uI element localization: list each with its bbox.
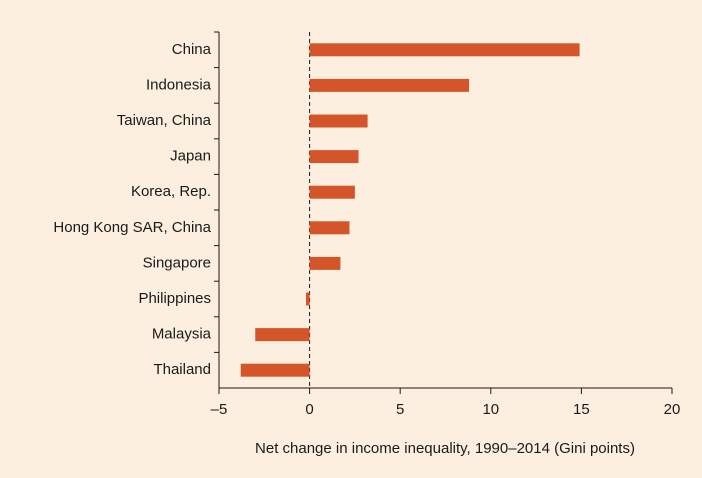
x-tick-label: 10 [482, 401, 499, 418]
y-tick-label: Korea, Rep. [131, 183, 211, 200]
y-tick-label: Thailand [153, 361, 211, 378]
bar [309, 221, 350, 235]
bar [309, 114, 368, 128]
y-tick-label: Taiwan, China [117, 112, 212, 129]
x-axis-label: Net change in income inequality, 1990–20… [255, 440, 635, 457]
x-tick-label: 0 [305, 401, 313, 418]
bar [305, 292, 310, 306]
y-tick-label: Indonesia [146, 76, 212, 93]
x-tick-label: –5 [211, 401, 228, 418]
y-tick-label: Philippines [138, 290, 211, 307]
bar [309, 150, 359, 164]
bar [309, 185, 355, 199]
y-tick-label: Malaysia [152, 326, 212, 343]
bar [309, 78, 470, 92]
bar [255, 328, 310, 342]
y-tick-label: Japan [170, 148, 211, 165]
x-tick-label: 5 [396, 401, 404, 418]
bar [309, 256, 341, 270]
x-tick-label: 20 [664, 401, 681, 418]
bar [240, 363, 310, 377]
x-tick-label: 15 [573, 401, 590, 418]
y-tick-label: China [172, 41, 212, 58]
y-tick-label: Hong Kong SAR, China [53, 219, 211, 236]
bar [309, 43, 580, 57]
y-tick-label: Singapore [143, 254, 211, 271]
